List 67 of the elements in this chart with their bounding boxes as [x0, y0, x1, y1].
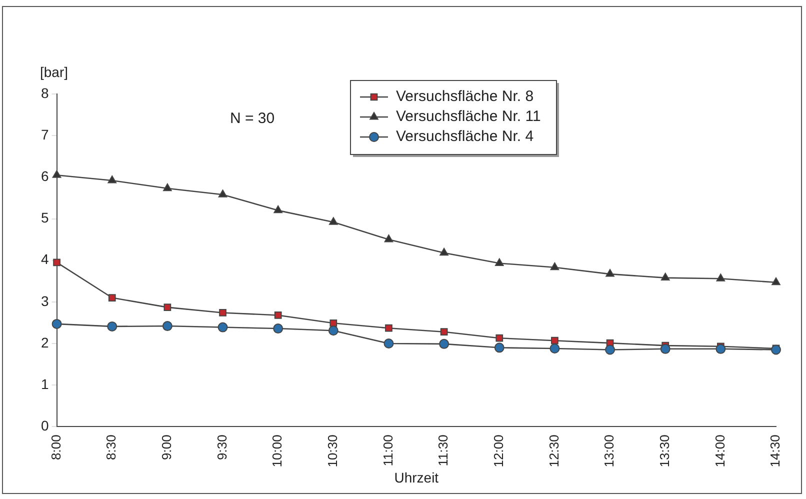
x-tick-label: 13:00: [602, 434, 617, 468]
point: [219, 309, 226, 316]
point: [605, 344, 616, 355]
point: [772, 277, 780, 286]
y-tick-label: 6: [40, 168, 49, 184]
x-tick-label: 12:30: [546, 434, 562, 468]
point: [273, 324, 284, 334]
point: [218, 190, 228, 198]
point: [550, 343, 560, 354]
point: [385, 324, 392, 332]
y-tick-label: 4: [40, 251, 49, 268]
point: [274, 205, 282, 214]
legend-label: Versuchsfläche Nr. 8: [396, 88, 534, 106]
x-tick-label: 10:00: [270, 434, 285, 468]
point: [494, 342, 504, 353]
point: [107, 321, 118, 332]
point: [52, 318, 62, 329]
annotation: N = 30: [230, 110, 275, 127]
x-tick-label: 14:30: [768, 434, 783, 468]
point: [162, 321, 172, 332]
point: [660, 272, 670, 281]
legend-label: Versuchsfläche Nr. 11: [396, 108, 541, 126]
point: [52, 170, 62, 178]
point: [440, 248, 448, 256]
legend-label: Versuchsfläche Nr. 4: [396, 128, 534, 146]
y-tick-label: 3: [40, 292, 49, 309]
point: [108, 175, 117, 184]
x-tick-label: 9:30: [214, 434, 230, 460]
point: [384, 234, 394, 242]
y-tick-label: 7: [40, 126, 49, 142]
x-tick-label: 13:30: [656, 434, 672, 468]
x-tick-label: 10:30: [324, 434, 340, 468]
point: [218, 322, 228, 332]
y-tick-label: 8: [40, 84, 49, 101]
y-tick-label: 1: [40, 376, 49, 392]
x-axis-title: Uhrzeit: [394, 469, 439, 486]
y-tick-label: 0: [40, 418, 49, 434]
x-tick-label: 11:00: [380, 434, 396, 466]
y-tick-label: 2: [40, 334, 49, 350]
x-tick-label: 14:00: [712, 434, 728, 468]
point: [108, 294, 116, 302]
point: [274, 312, 282, 319]
point: [771, 344, 781, 355]
x-tick-label: 11:30: [436, 434, 451, 466]
point: [660, 344, 670, 354]
point: [716, 344, 726, 354]
x-tick-label: 12:00: [490, 434, 506, 468]
x-tick-label: 8:30: [104, 434, 119, 460]
point: [330, 319, 338, 327]
point: [53, 258, 60, 266]
point: [550, 262, 560, 270]
point: [494, 258, 504, 266]
point: [439, 338, 450, 349]
point: [329, 217, 338, 225]
point: [551, 336, 558, 344]
x-tick-label: 8:00: [48, 434, 64, 460]
y-axis-title: [bar]: [40, 64, 68, 80]
point: [440, 328, 448, 336]
y-tick-label: 5: [40, 210, 49, 226]
point: [164, 304, 172, 312]
point: [496, 334, 504, 342]
point: [716, 274, 726, 282]
point: [606, 269, 614, 277]
x-tick-label: 9:00: [159, 434, 174, 460]
point: [384, 338, 394, 348]
point: [163, 183, 172, 192]
point: [328, 326, 338, 336]
